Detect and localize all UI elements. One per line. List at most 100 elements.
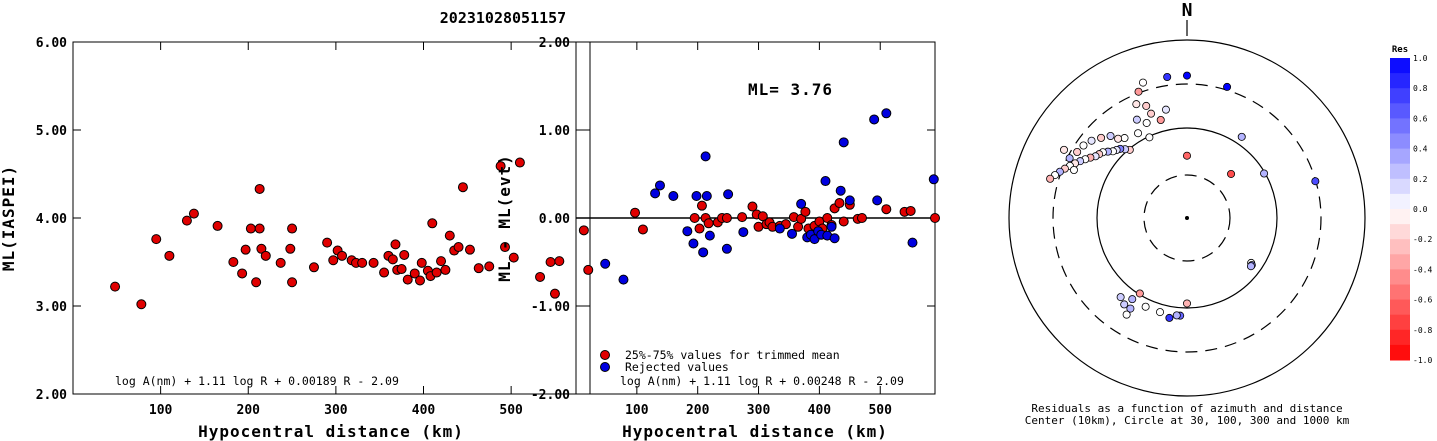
data-point-red xyxy=(228,257,239,267)
station-marker xyxy=(1183,299,1192,308)
data-point-blue xyxy=(928,174,939,185)
colorbar-cells xyxy=(1390,58,1410,361)
station-marker xyxy=(1128,295,1137,304)
station-marker xyxy=(1079,141,1088,150)
x-axis-label: Hypocentral distance (km) xyxy=(622,422,888,441)
station-marker xyxy=(1135,289,1144,298)
data-point-blue xyxy=(723,189,734,200)
station-marker xyxy=(1060,145,1069,154)
colorbar-cell xyxy=(1390,344,1410,361)
data-point-red xyxy=(431,267,442,278)
data-point-red xyxy=(427,218,438,229)
legend-label-trimmed: 25%-75% values for trimmed mean xyxy=(625,348,840,362)
data-point-red xyxy=(500,242,511,253)
x-axis-label: Hypocentral distance (km) xyxy=(198,422,464,441)
colorbar-tick-label: -1.0 xyxy=(1413,356,1432,365)
data-point-red xyxy=(757,211,768,222)
colorbar-cell xyxy=(1390,254,1410,270)
center-point xyxy=(1185,216,1189,220)
data-point-blue xyxy=(820,176,831,187)
data-point-blue xyxy=(838,137,849,148)
data-point-red xyxy=(545,257,556,267)
data-point-red xyxy=(322,237,333,248)
colorbar-cell xyxy=(1390,269,1410,285)
station-marker xyxy=(1172,311,1181,320)
colorbar-cell xyxy=(1390,299,1410,316)
data-point-red xyxy=(535,271,546,282)
x-tick-label: 300 xyxy=(747,403,771,418)
data-point-blue xyxy=(881,108,892,119)
data-point-red xyxy=(495,161,506,172)
station-marker xyxy=(1260,169,1269,178)
colorbar-cell xyxy=(1390,224,1410,240)
data-point-red xyxy=(379,267,390,278)
data-point-red xyxy=(287,223,298,234)
data-point-blue xyxy=(835,185,846,196)
data-point-red xyxy=(251,277,262,288)
colorbar-tick-label: 1.0 xyxy=(1413,54,1428,63)
station-marker xyxy=(1156,115,1165,124)
data-point-red xyxy=(237,268,248,279)
ring-30km xyxy=(1143,174,1231,262)
station-marker xyxy=(1132,115,1141,124)
residual-colorbar: Res 1.0 0.8 0.6 0.4 0.2 0.0 -0.2 -0.4 -0.6 -0.8 -1… xyxy=(1390,45,1432,365)
legend-marker-blue xyxy=(600,362,610,372)
data-point-red xyxy=(399,249,410,260)
station-marker xyxy=(1183,71,1192,80)
y-axis-label: ML(IASPEI) xyxy=(0,165,18,271)
data-point-red xyxy=(440,264,451,275)
legend-marker-red xyxy=(600,350,610,360)
formula-label: log A(nm) + 1.11 log R + 0.00248 R - 2.0… xyxy=(620,374,904,388)
polar-caption-line2: Center (10km), Circle at 30, 100, 300 an… xyxy=(1025,414,1350,427)
data-point-blue xyxy=(721,243,732,254)
residual-vs-distance-panel: 100 200 300 400 500 -2.00 -1.00 0.00 1.00 2.00 ML… xyxy=(495,36,940,441)
data-point-red xyxy=(136,299,147,310)
data-point-red xyxy=(637,224,648,235)
data-point-red xyxy=(245,223,256,234)
station-marker xyxy=(1142,101,1151,110)
data-point-red xyxy=(473,263,484,274)
colorbar-cell xyxy=(1390,314,1410,331)
colorbar-cell xyxy=(1390,148,1410,165)
station-markers xyxy=(1046,71,1320,322)
data-point-blue xyxy=(704,230,715,241)
data-point-blue xyxy=(650,188,661,199)
station-marker xyxy=(1147,109,1156,118)
y-tick-label: 0.00 xyxy=(539,212,570,227)
data-point-blue xyxy=(668,191,679,201)
colorbar-ticks: 1.0 0.8 0.6 0.4 0.2 0.0 -0.2 -0.4 -0.6 -0.8 -1.0 xyxy=(1413,54,1432,365)
colorbar-tick-label: -0.6 xyxy=(1413,296,1432,305)
data-point-red xyxy=(337,250,348,261)
data-point-blue xyxy=(600,258,611,269)
x-tick-label: 500 xyxy=(499,403,523,418)
x-tick-label: 400 xyxy=(412,403,436,418)
data-point-blue xyxy=(787,228,798,239)
data-point-red xyxy=(164,250,175,261)
data-point-blue xyxy=(618,274,629,285)
colorbar-title: Res xyxy=(1392,45,1408,55)
colorbar-tick-label: 0.8 xyxy=(1413,84,1428,93)
data-point-red xyxy=(328,255,339,266)
x-tick-label: 400 xyxy=(808,403,832,418)
colorbar-cell xyxy=(1390,239,1410,255)
station-marker xyxy=(1122,310,1131,319)
data-point-red xyxy=(881,204,892,215)
station-marker xyxy=(1246,262,1255,271)
ring-100km xyxy=(1096,127,1278,309)
data-point-red xyxy=(254,183,265,194)
station-marker xyxy=(1114,134,1123,143)
colorbar-cell xyxy=(1390,163,1410,180)
colorbar-cell xyxy=(1390,209,1410,225)
station-marker xyxy=(1237,132,1246,141)
station-marker xyxy=(1141,302,1150,311)
station-marker xyxy=(1156,308,1165,317)
station-marker xyxy=(1161,105,1170,114)
colorbar-cell xyxy=(1390,329,1410,346)
x-tick-label: 500 xyxy=(868,403,892,418)
ring-300km xyxy=(1052,83,1322,353)
polar-caption-line1: Residuals as a function of azimuth and d… xyxy=(1031,402,1342,415)
data-point-red xyxy=(689,213,700,223)
y-tick-label: -2.00 xyxy=(531,388,570,403)
station-marker xyxy=(1138,78,1147,87)
data-point-red xyxy=(721,213,732,223)
